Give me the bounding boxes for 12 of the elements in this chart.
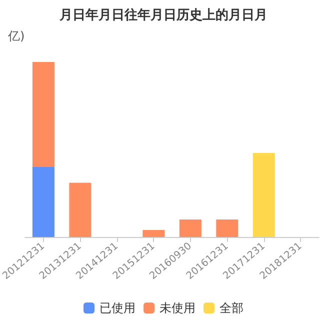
bar <box>142 230 165 237</box>
bar <box>216 220 238 237</box>
bar <box>69 182 92 237</box>
y-axis-title: 亿) <box>7 29 25 43</box>
legend-label: 已使用 <box>100 301 136 315</box>
chart-title: 月日年月日往年月日历史上的月日月 <box>58 7 268 23</box>
legend-label: 未使用 <box>160 301 196 315</box>
bar <box>32 62 54 167</box>
bar <box>32 167 54 237</box>
legend-label: 全部 <box>220 301 244 315</box>
bar <box>252 153 275 237</box>
bar <box>179 220 202 237</box>
